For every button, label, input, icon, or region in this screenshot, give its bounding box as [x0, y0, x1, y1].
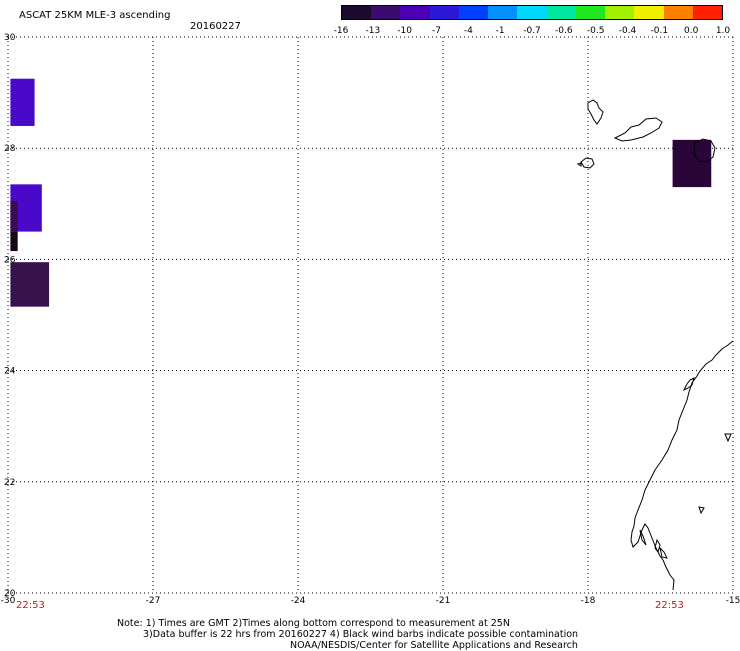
- africa-coast-detail-3: [659, 546, 668, 559]
- colorbar-label: -10: [397, 26, 413, 36]
- time-right: 22:53: [655, 600, 684, 611]
- latitude-label: 28: [4, 144, 16, 154]
- longitude-label: -18: [581, 596, 596, 606]
- latitude-label: 20: [4, 589, 16, 599]
- colorbar-segment: [575, 6, 606, 19]
- time-left: 22:53: [16, 600, 45, 611]
- gran-canaria-coast: [693, 138, 716, 163]
- colorbar-label: 0.0: [683, 26, 699, 36]
- longitude-label: -15: [726, 596, 740, 606]
- colorbar-label: -0.4: [618, 26, 637, 36]
- coast-fragment-1: [724, 433, 732, 443]
- colorbar-label: -7: [432, 26, 441, 36]
- longitude-label: -21: [436, 596, 451, 606]
- colorbar-segment: [458, 6, 489, 19]
- colorbar-label: -0.6: [555, 26, 573, 36]
- wind-data-cell: [10, 78, 35, 126]
- colorbar-label: -0.7: [523, 26, 541, 36]
- longitude-label: -30: [1, 596, 16, 606]
- longitude-label: -24: [291, 596, 306, 606]
- wind-data-cells: [10, 78, 712, 307]
- latitude-label: 22: [4, 478, 15, 488]
- wind-data-cell: [10, 201, 18, 232]
- colorbar-segment: [371, 6, 401, 19]
- colorbar-segment: [488, 6, 518, 19]
- coast-fragment-2: [698, 506, 705, 515]
- note-line-2: 3)Data buffer is 22 hrs from 20160227 4)…: [143, 629, 579, 640]
- colorbar-label: -0.1: [650, 26, 669, 36]
- colorbar-label: -4: [463, 26, 473, 36]
- colorbar-label: -1: [495, 26, 505, 36]
- africa-coast-detail-4: [639, 529, 647, 546]
- colorbar-segment: [634, 6, 664, 19]
- coastlines: [576, 99, 734, 591]
- note-line-1: Note: 1) Times are GMT 2)Times along bot…: [117, 618, 510, 629]
- colorbar-label: -13: [365, 26, 381, 36]
- wind-data-cell: [10, 262, 50, 307]
- la-gomera-coast: [580, 157, 595, 169]
- colorbar-segment: [400, 6, 430, 19]
- wind-data-cell: [672, 139, 712, 188]
- el-hierro-coast: [576, 162, 582, 167]
- latitude-label: 30: [4, 33, 16, 43]
- longitude-label: -27: [146, 596, 161, 606]
- colorbar-label: -0.5: [586, 26, 605, 36]
- africa-coast-detail-1: [682, 377, 695, 392]
- graticule: [7, 36, 734, 594]
- africa-coast: [630, 340, 734, 591]
- colorbar-segment: [517, 6, 547, 19]
- colorbar-segment: [663, 6, 693, 19]
- colorbar-segment: [429, 6, 459, 19]
- colorbar-segment: [546, 6, 576, 19]
- wind-data-cell: [10, 231, 18, 252]
- chart-title: ASCAT 25KM MLE-3 ascending: [19, 10, 171, 21]
- colorbar-labels: -16 -13 -10 -7 -4 -1 -0.7 -0.6 -0.5 -0.4 -0.1 0.0 1.…: [330, 26, 735, 38]
- colorbar-segment: [692, 6, 723, 19]
- axis-labels: -30 -27 -24 -21 -18 -15 30 28 26 24 22 20: [1, 33, 740, 606]
- tenerife-coast: [613, 117, 663, 142]
- chart-date: 20160227: [190, 21, 241, 32]
- colorbar-segment: [605, 6, 635, 19]
- latitude-label: 24: [4, 367, 16, 377]
- africa-coast-detail-2: [654, 538, 661, 554]
- la-palma-coast: [587, 99, 604, 125]
- colorbar: [341, 5, 723, 20]
- note-line-3: NOAA/NESDIS/Center for Satellite Applica…: [290, 640, 578, 651]
- colorbar-label: 1.0: [715, 26, 731, 36]
- colorbar-label: -16: [333, 26, 349, 36]
- latitude-label: 26: [4, 255, 16, 265]
- colorbar-segment: [342, 6, 372, 19]
